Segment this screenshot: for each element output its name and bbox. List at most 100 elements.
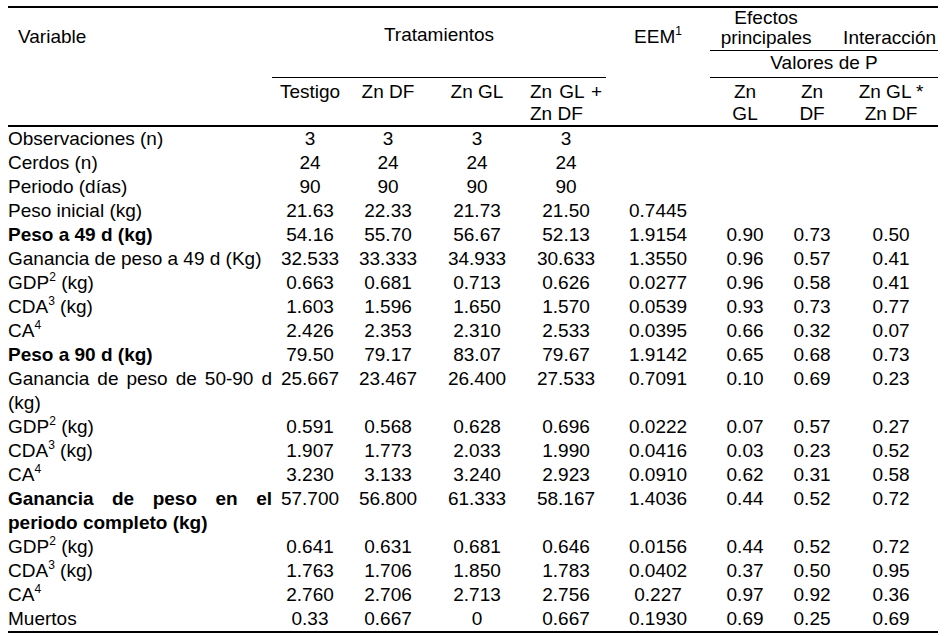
zn-gl-label: Zn GL bbox=[451, 81, 504, 102]
cell-value: 0.72 bbox=[844, 535, 938, 559]
testigo-label: Testigo bbox=[280, 81, 340, 102]
table-row: GDP2 (kg)0.5910.5680.6280.6960.02220.070… bbox=[8, 415, 938, 439]
col-header-p-interaction-zn-gl-x-zn-df: Zn GL * Zn DF bbox=[844, 78, 938, 127]
cell-value: 0.41 bbox=[844, 271, 938, 295]
cell-value: 0.0402 bbox=[606, 559, 710, 583]
col-header-testigo: Testigo bbox=[272, 78, 348, 127]
p-interaction-label: Zn GL * Zn DF bbox=[855, 81, 927, 125]
row-label: Peso a 90 d (kg) bbox=[8, 343, 272, 367]
cell-value bbox=[710, 151, 780, 175]
cell-value: 0.73 bbox=[780, 223, 844, 247]
cell-value: 0.626 bbox=[526, 271, 606, 295]
cell-value: 1.850 bbox=[428, 559, 526, 583]
table-row: CA42.4262.3532.3102.5330.03950.660.320.0… bbox=[8, 319, 938, 343]
cell-value: 0.681 bbox=[428, 535, 526, 559]
document-page: Variable Tratamientos EEM1 Efectos princ… bbox=[0, 0, 946, 633]
table-row: Periodo (días)90909090 bbox=[8, 175, 938, 199]
cell-value bbox=[710, 199, 780, 223]
cell-value: 90 bbox=[428, 175, 526, 199]
cell-value: 3.230 bbox=[272, 463, 348, 487]
cell-value: 0 bbox=[428, 607, 526, 632]
cell-value: 0.667 bbox=[348, 607, 428, 632]
cell-value: 90 bbox=[272, 175, 348, 199]
results-table: Variable Tratamientos EEM1 Efectos princ… bbox=[8, 6, 938, 633]
zn-df-label: Zn DF bbox=[362, 81, 415, 102]
cell-value: 0.68 bbox=[780, 343, 844, 367]
cell-value: 2.923 bbox=[526, 463, 606, 487]
footnote-marker: 3 bbox=[48, 294, 55, 308]
cell-value: 2.756 bbox=[526, 583, 606, 607]
row-label: CDA3 (kg) bbox=[8, 439, 272, 463]
cell-value: 2.713 bbox=[428, 583, 526, 607]
cell-value: 3 bbox=[428, 126, 526, 151]
cell-value bbox=[844, 175, 938, 199]
table-row: CDA3 (kg)1.9071.7732.0331.9900.04160.030… bbox=[8, 439, 938, 463]
col-header-zn-df: Zn DF bbox=[348, 78, 428, 127]
cell-value bbox=[710, 175, 780, 199]
cell-value: 0.07 bbox=[844, 319, 938, 343]
cell-value: 0.95 bbox=[844, 559, 938, 583]
cell-value: 0.72 bbox=[844, 487, 938, 535]
cell-value bbox=[780, 126, 844, 151]
cell-value: 0.58 bbox=[844, 463, 938, 487]
cell-value: 56.67 bbox=[428, 223, 526, 247]
cell-value: 79.50 bbox=[272, 343, 348, 367]
cell-value: 2.353 bbox=[348, 319, 428, 343]
cell-value: 0.50 bbox=[780, 559, 844, 583]
cell-value: 0.628 bbox=[428, 415, 526, 439]
row-label: Cerdos (n) bbox=[8, 151, 272, 175]
cell-value: 90 bbox=[348, 175, 428, 199]
cell-value: 0.10 bbox=[710, 367, 780, 415]
row-label: CA4 bbox=[8, 463, 272, 487]
cell-value: 1.783 bbox=[526, 559, 606, 583]
p-zn-df-label: Zn DF bbox=[798, 81, 826, 125]
cell-value: 0.58 bbox=[780, 271, 844, 295]
cell-value bbox=[606, 175, 710, 199]
effects-group-layout: Efectos principales Interacción bbox=[710, 8, 938, 50]
cell-value: 0.96 bbox=[710, 271, 780, 295]
row-label: GDP2 (kg) bbox=[8, 535, 272, 559]
row-label: Peso a 49 d (kg) bbox=[8, 223, 272, 247]
cell-value: 0.0156 bbox=[606, 535, 710, 559]
cell-value: 79.67 bbox=[526, 343, 606, 367]
cell-value: 0.69 bbox=[780, 367, 844, 415]
cell-value: 0.23 bbox=[844, 367, 938, 415]
cell-value: 3 bbox=[348, 126, 428, 151]
cell-value: 30.633 bbox=[526, 247, 606, 271]
col-header-effects-group: Efectos principales Interacción bbox=[710, 7, 938, 51]
cell-value: 57.700 bbox=[272, 487, 348, 535]
cell-value bbox=[780, 175, 844, 199]
cell-value: 1.706 bbox=[348, 559, 428, 583]
cell-value: 0.69 bbox=[710, 607, 780, 632]
cell-value: 0.52 bbox=[780, 535, 844, 559]
cell-value: 52.13 bbox=[526, 223, 606, 247]
cell-value: 27.533 bbox=[526, 367, 606, 415]
col-header-variable: Variable bbox=[8, 7, 272, 126]
cell-value: 0.44 bbox=[710, 487, 780, 535]
table-row: Muertos0.330.66700.6670.19300.690.250.69 bbox=[8, 607, 938, 632]
cell-value bbox=[710, 126, 780, 151]
cell-value: 0.0222 bbox=[606, 415, 710, 439]
table-row: CA43.2303.1333.2402.9230.09100.620.310.5… bbox=[8, 463, 938, 487]
cell-value: 32.533 bbox=[272, 247, 348, 271]
col-header-efectos-principales: Efectos principales bbox=[718, 8, 814, 48]
cell-value: 25.667 bbox=[272, 367, 348, 415]
table-row: Ganancia de peso a 49 d (Kg)32.53333.333… bbox=[8, 247, 938, 271]
cell-value: 0.568 bbox=[348, 415, 428, 439]
row-label: Observaciones (n) bbox=[8, 126, 272, 151]
cell-value: 0.646 bbox=[526, 535, 606, 559]
eem-label: EEM bbox=[634, 26, 675, 47]
table-row: Peso a 90 d (kg)79.5079.1783.0779.671.91… bbox=[8, 343, 938, 367]
cell-value: 0.7445 bbox=[606, 199, 710, 223]
cell-value: 34.933 bbox=[428, 247, 526, 271]
cell-value: 0.62 bbox=[710, 463, 780, 487]
row-label: CDA3 (kg) bbox=[8, 295, 272, 319]
table-row: CA42.7602.7062.7132.7560.2270.970.920.36 bbox=[8, 583, 938, 607]
cell-value: 1.603 bbox=[272, 295, 348, 319]
cell-value: 0.07 bbox=[710, 415, 780, 439]
cell-value: 0.33 bbox=[272, 607, 348, 632]
cell-value: 0.25 bbox=[780, 607, 844, 632]
cell-value: 0.36 bbox=[844, 583, 938, 607]
cell-value: 0.97 bbox=[710, 583, 780, 607]
col-header-interaccion: Interacción bbox=[843, 28, 936, 48]
